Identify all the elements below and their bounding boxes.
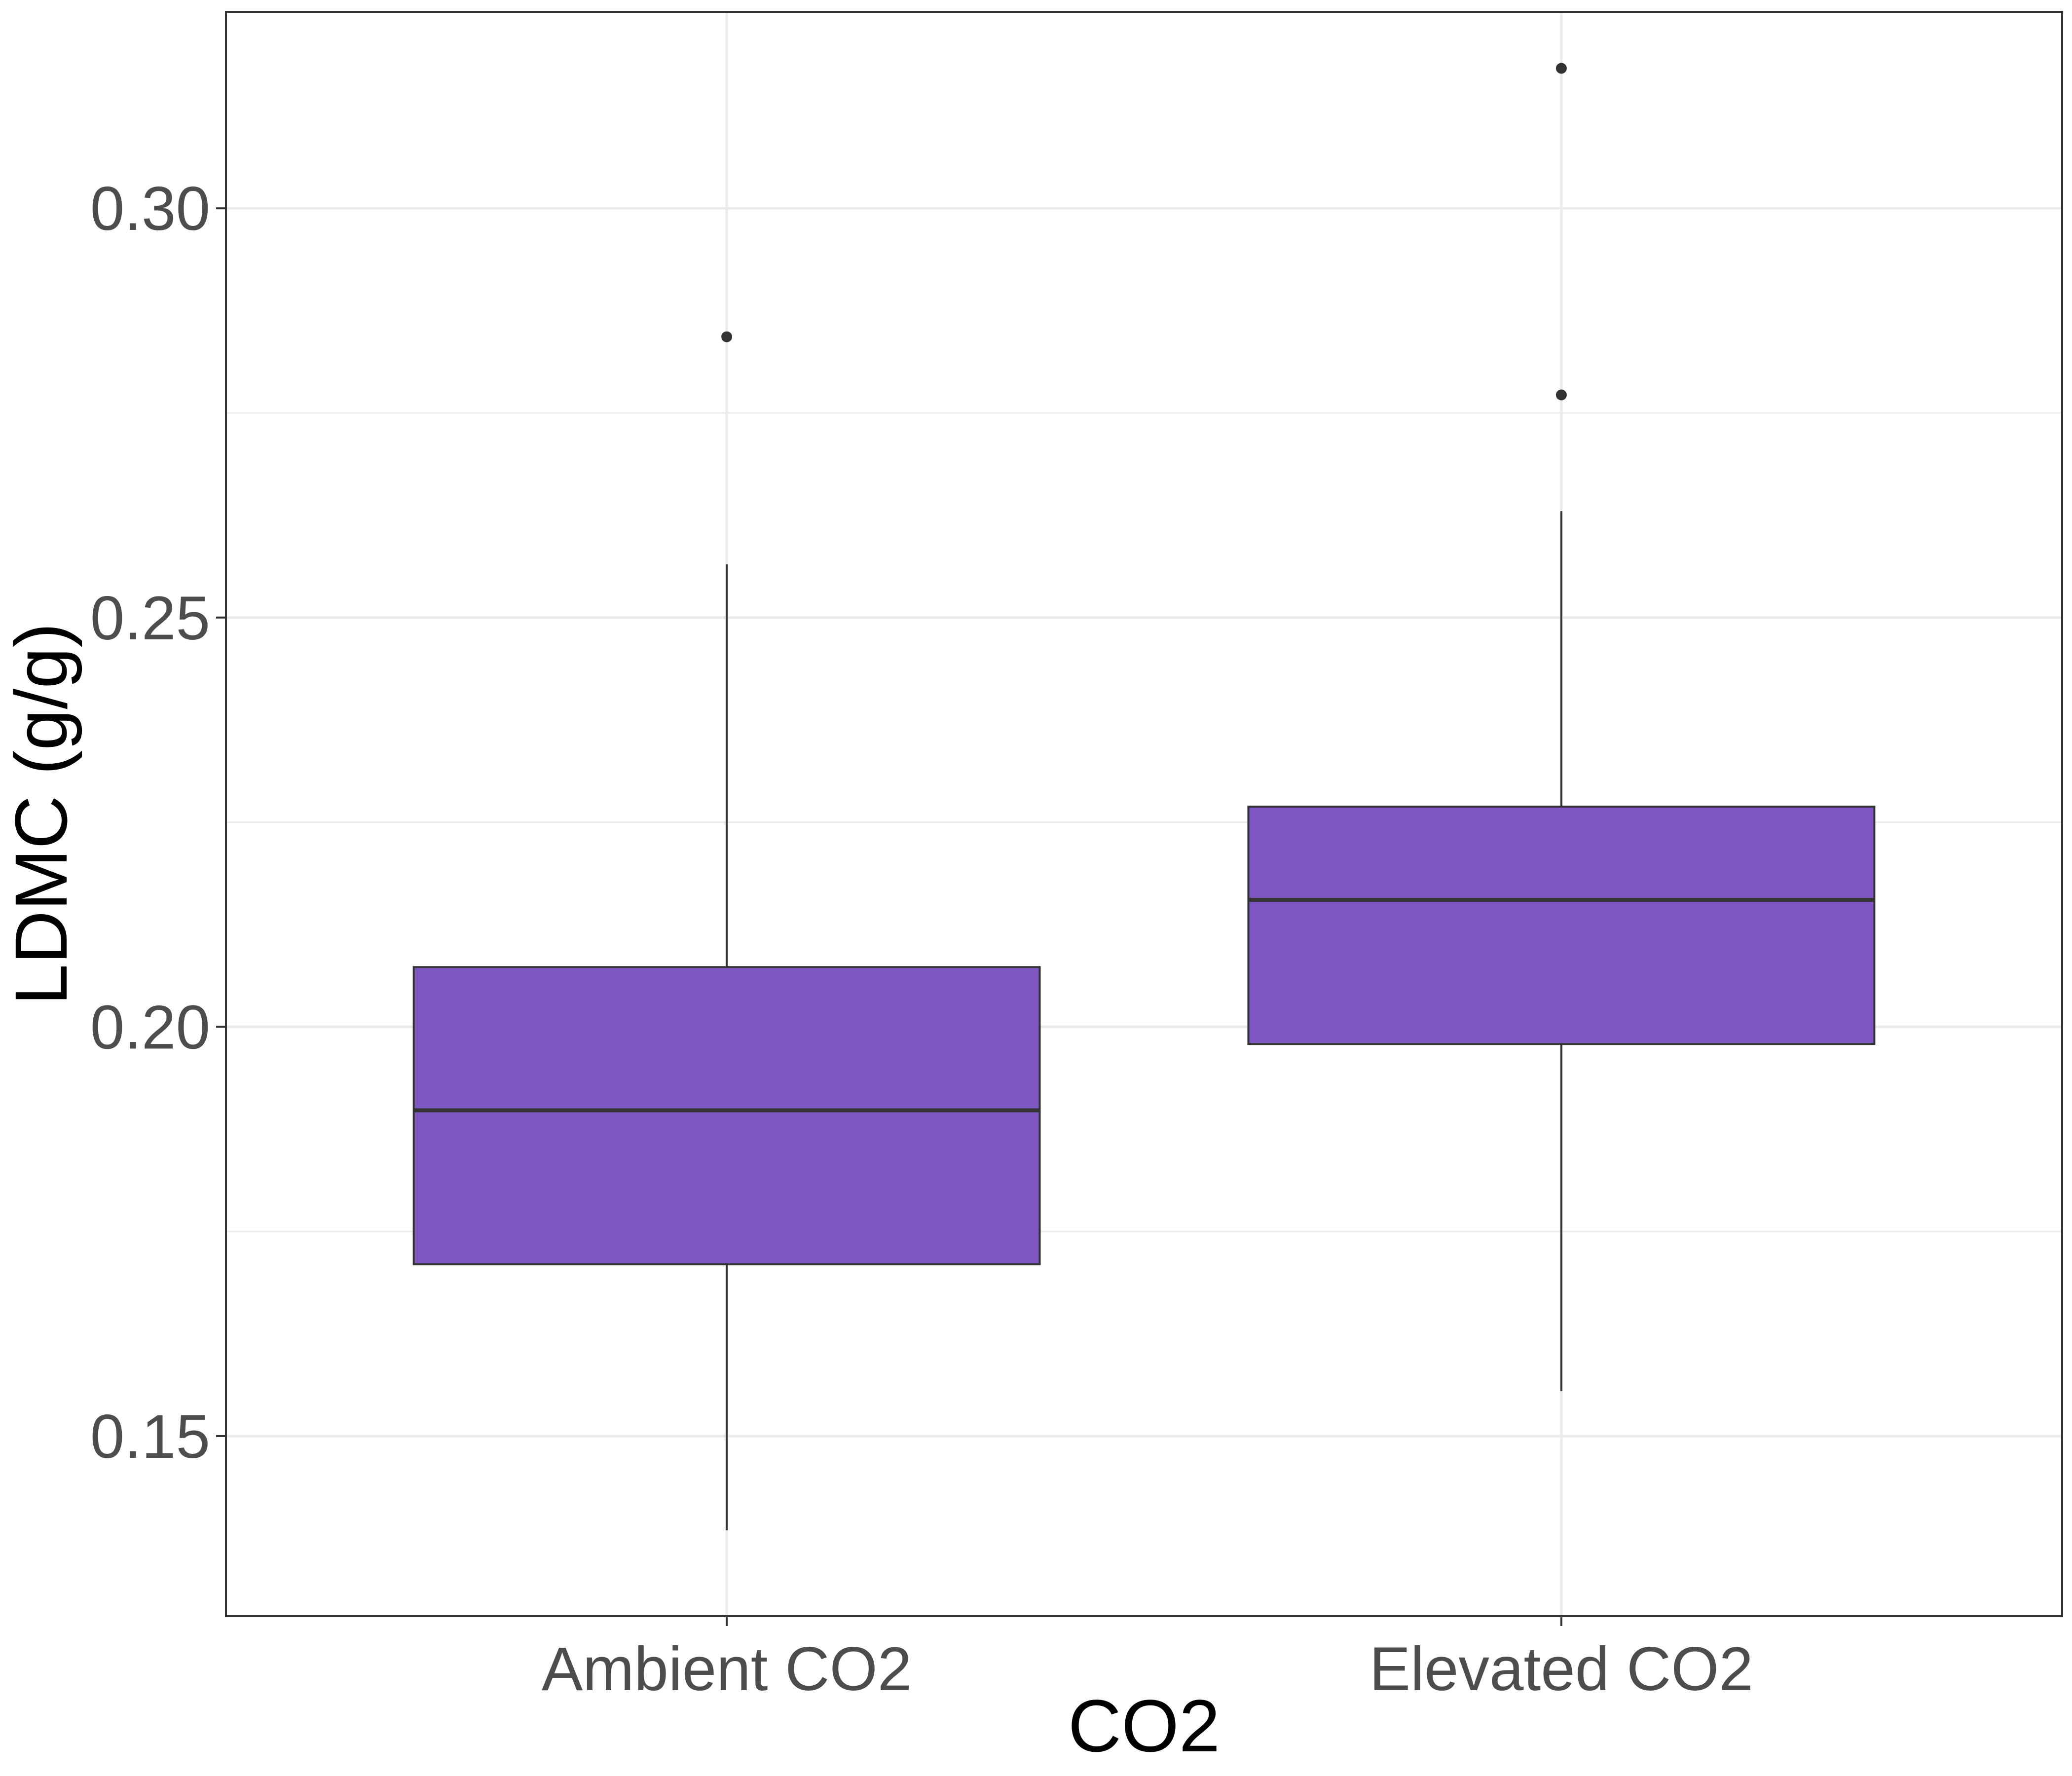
y-tick-label: 0.25: [90, 584, 210, 653]
box-group: [412, 331, 1041, 1530]
y-tick-label: 0.30: [90, 175, 210, 243]
x-tick-label: Ambient CO2: [542, 1635, 912, 1703]
plot-panel-border: [225, 11, 2063, 1617]
y-axis-title: LDMC (g/g): [0, 623, 82, 1005]
x-axis-ticks: Ambient CO2 Elevated CO2: [542, 1616, 1753, 1703]
x-axis-title: CO2: [1068, 1684, 1220, 1767]
box-plots: [412, 63, 1876, 1530]
y-axis-ticks: 0.15 0.20 0.25 0.30: [90, 175, 226, 1471]
outlier-point: [1555, 63, 1567, 74]
y-tick-label: 0.15: [90, 1403, 210, 1471]
iqr-box: [412, 966, 1041, 1265]
outlier-point: [1555, 389, 1567, 401]
box-group: [1247, 63, 1876, 1391]
y-tick-label: 0.20: [90, 993, 210, 1062]
outlier-point: [721, 331, 733, 342]
x-tick-label: Elevated CO2: [1369, 1635, 1753, 1703]
iqr-box: [1247, 806, 1876, 1045]
